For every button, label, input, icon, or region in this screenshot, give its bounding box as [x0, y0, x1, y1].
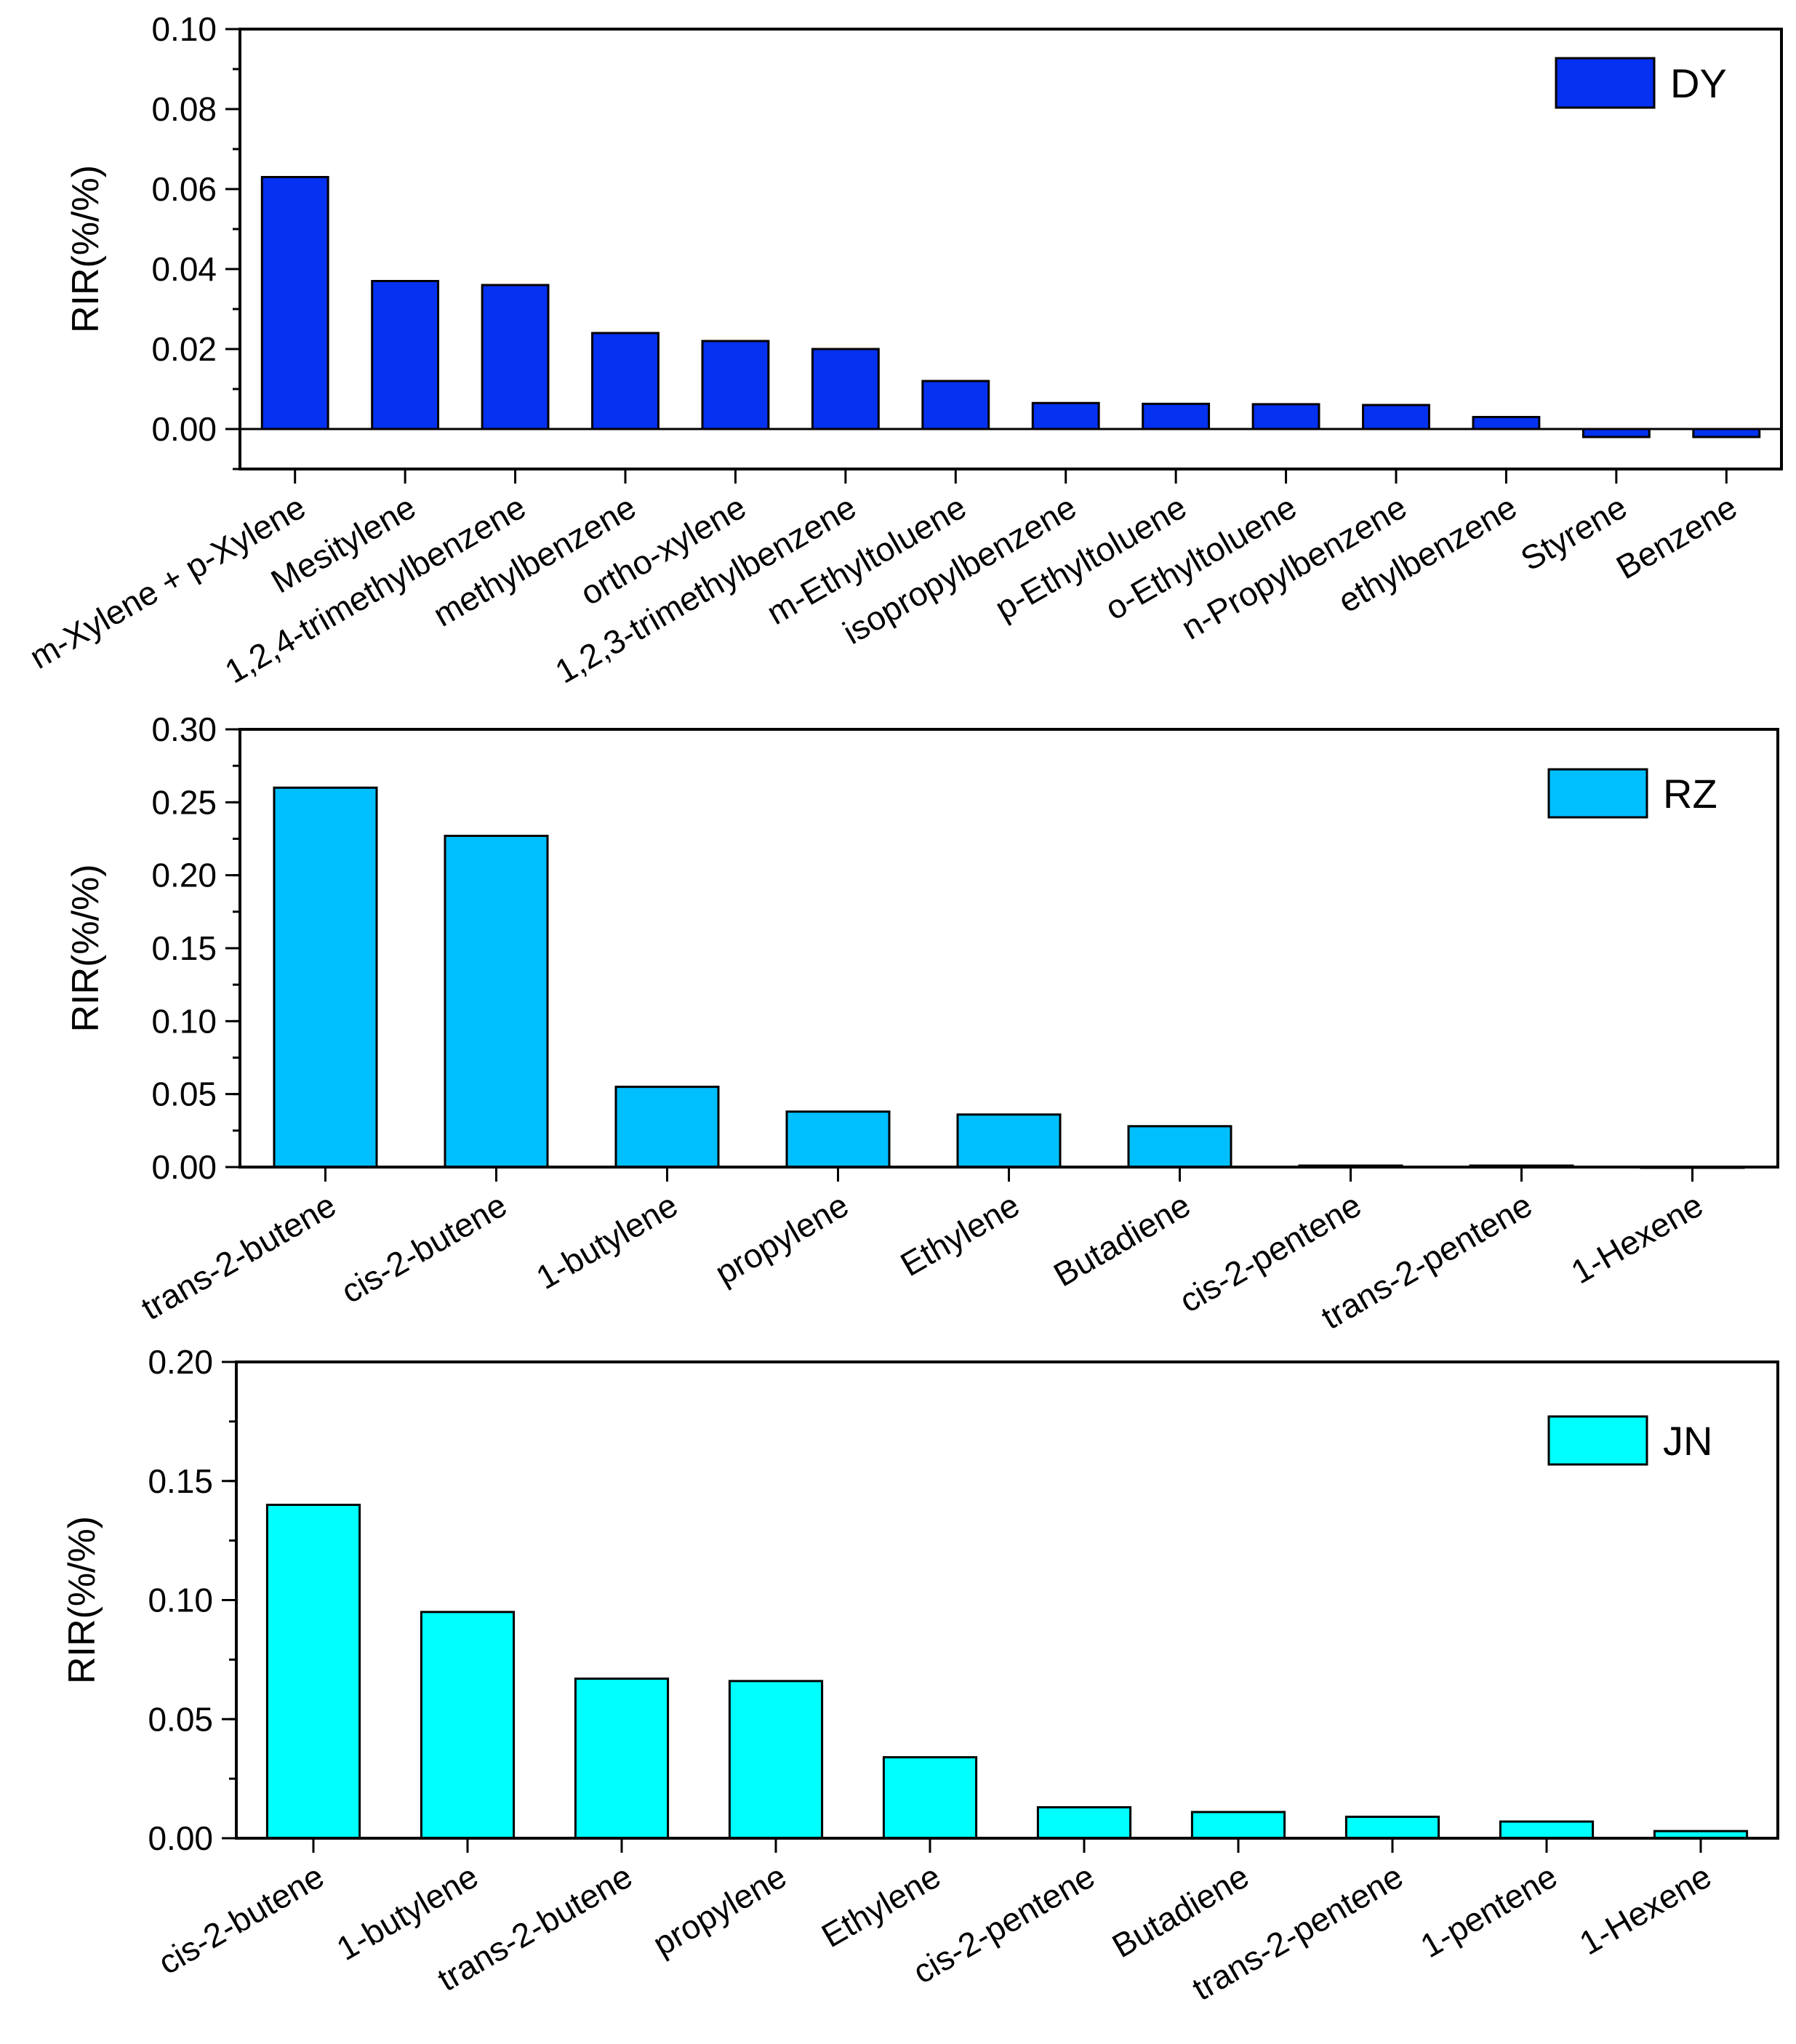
legend-swatch — [1547, 768, 1648, 819]
bar-rz-0 — [273, 786, 378, 1169]
x-tick-label: propylene — [709, 1186, 855, 1292]
bar-jn-8 — [1499, 1820, 1595, 1840]
y-tick-label: 0.25 — [151, 783, 217, 821]
bar-dy-10 — [1362, 404, 1430, 430]
y-axis-title: RIR(%/%) — [65, 165, 107, 333]
bar-dy-8 — [1142, 402, 1211, 430]
y-tick-label: 0.10 — [151, 1002, 217, 1040]
chart-jn: 0.00 0.05 0.10 0.15 0.20 RIR(%/%) cis-2-butene… — [61, 1343, 1779, 2008]
y-tick-label: 0.20 — [151, 857, 217, 894]
chart-rz: 0.00 0.05 0.10 0.15 0.20 0.25 0.30 RIR(%/%) tran… — [65, 710, 1779, 1336]
bar-jn-7 — [1344, 1816, 1440, 1840]
y-axis-title: RIR(%/%) — [65, 864, 107, 1032]
y-axis-title: RIR(%/%) — [61, 1516, 103, 1684]
bar-jn-1 — [420, 1611, 516, 1840]
bar-rz-2 — [614, 1086, 720, 1169]
bar-dy-6 — [921, 380, 990, 430]
bar-dy-3 — [591, 332, 660, 430]
legend-swatch — [1555, 57, 1656, 109]
x-tick-label: Butadiene — [1047, 1186, 1196, 1294]
y-tick-label: 0.10 — [151, 10, 217, 48]
bar-rz-3 — [785, 1110, 891, 1169]
bar-jn-0 — [265, 1504, 361, 1840]
bar-dy-13 — [1692, 428, 1761, 438]
x-tick-label: 1-pentene — [1414, 1857, 1563, 1965]
x-tick-label: cis-2-butene — [152, 1857, 330, 1982]
y-tick-label: 0.10 — [148, 1582, 213, 1619]
legend-label: DY — [1670, 60, 1727, 106]
x-tick-label: 1-Hexene — [1565, 1186, 1709, 1291]
y-tick-label: 0.05 — [148, 1700, 213, 1738]
bar-jn-6 — [1190, 1811, 1286, 1840]
bar-rz-4 — [956, 1113, 1062, 1169]
y-tick-label: 0.02 — [151, 330, 217, 368]
x-tick-label: 1-butylene — [529, 1186, 683, 1296]
bar-dy-2 — [481, 284, 550, 430]
bar-rz-1 — [444, 834, 549, 1169]
bar-jn-2 — [574, 1678, 670, 1840]
bar-dy-11 — [1472, 416, 1541, 430]
bar-jn-3 — [728, 1680, 824, 1840]
bar-dy-12 — [1581, 428, 1651, 438]
y-tick-label: 0.30 — [151, 710, 217, 748]
x-tick-label: propylene — [646, 1857, 793, 1963]
x-tick-label: Benzene — [1610, 488, 1743, 587]
y-tick-label: 0.05 — [151, 1075, 217, 1113]
bar-dy-4 — [701, 340, 770, 430]
legend-swatch — [1547, 1415, 1648, 1466]
x-tick-label: trans-2-butene — [135, 1186, 342, 1328]
legend-label: JN — [1663, 1418, 1712, 1464]
bar-dy-0 — [260, 176, 329, 430]
bar-dy-9 — [1251, 403, 1320, 430]
y-tick-label: 0.00 — [151, 1148, 217, 1186]
bar-jn-5 — [1036, 1805, 1132, 1840]
chart-dy: 0.000.020.040.060.080.10RIR(%/%)m-Xylene… — [23, 10, 1783, 691]
y-tick-label: 0.00 — [151, 410, 217, 448]
bar-dy-5 — [811, 348, 880, 430]
bar-rz-5 — [1127, 1125, 1232, 1169]
y-tick-label: 0.08 — [151, 90, 217, 128]
bar-dy-7 — [1031, 401, 1100, 430]
x-tick-label: Ethylene — [815, 1857, 947, 1955]
x-tick-label: Ethylene — [894, 1186, 1025, 1284]
y-tick-label: 0.00 — [148, 1819, 213, 1857]
y-tick-label: 0.06 — [151, 170, 217, 208]
x-tick-label: cis-2-butene — [334, 1186, 513, 1311]
x-tick-label: 1-Hexene — [1573, 1857, 1717, 1963]
bar-jn-4 — [882, 1756, 978, 1840]
y-tick-label: 0.15 — [151, 929, 217, 967]
y-tick-label: 0.04 — [151, 250, 217, 288]
legend-label: RZ — [1663, 771, 1717, 817]
bar-dy-1 — [371, 280, 440, 430]
y-tick-label: 0.15 — [148, 1462, 213, 1500]
y-tick-label: 0.20 — [148, 1343, 213, 1381]
x-tick-label: Styrene — [1515, 488, 1633, 578]
plot-frame — [238, 28, 1783, 470]
